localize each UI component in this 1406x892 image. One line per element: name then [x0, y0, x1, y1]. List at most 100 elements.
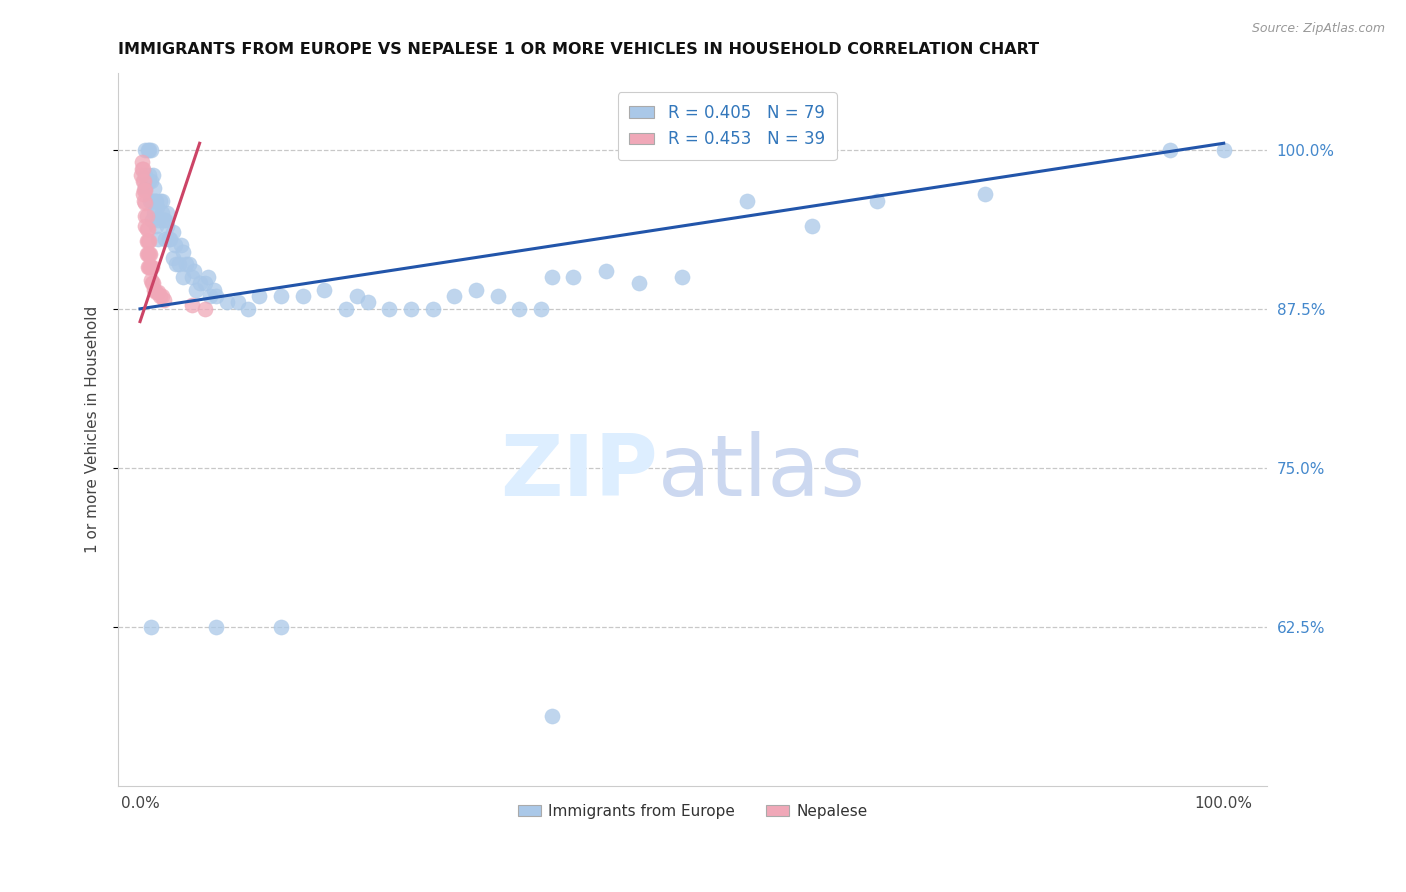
Point	[238, 301, 260, 316]
Text: IMMIGRANTS FROM EUROPE VS NEPALESE 1 OR MORE VEHICLES IN HOUSEHOLD CORRELATION C: IMMIGRANTS FROM EUROPE VS NEPALESE 1 OR …	[118, 42, 1039, 57]
Point	[148, 289, 170, 303]
Point	[132, 174, 155, 188]
Point	[139, 194, 162, 208]
Point	[132, 161, 155, 176]
Y-axis label: 1 or more Vehicles in Household: 1 or more Vehicles in Household	[86, 306, 100, 553]
Point	[181, 270, 204, 285]
Point	[540, 270, 562, 285]
Point	[205, 620, 228, 634]
Point	[291, 289, 314, 303]
Point	[150, 289, 173, 303]
Point	[335, 301, 357, 316]
Point	[1212, 143, 1234, 157]
Point	[508, 301, 530, 316]
Point	[671, 270, 693, 285]
Point	[735, 194, 758, 208]
Point	[131, 155, 153, 169]
Point	[186, 283, 208, 297]
Point	[866, 194, 889, 208]
Point	[172, 270, 194, 285]
Point	[205, 289, 228, 303]
Point	[136, 143, 159, 157]
Point	[139, 143, 162, 157]
Point	[134, 181, 156, 195]
Point	[134, 209, 156, 223]
Point	[138, 235, 160, 249]
Point	[172, 244, 194, 259]
Point	[356, 295, 378, 310]
Point	[136, 221, 159, 235]
Point	[226, 295, 249, 310]
Point	[159, 232, 181, 246]
Point	[134, 183, 156, 197]
Point	[270, 620, 292, 634]
Point	[399, 301, 422, 316]
Point	[162, 251, 184, 265]
Point	[595, 263, 617, 277]
Point	[145, 219, 167, 233]
Point	[142, 194, 165, 208]
Point	[800, 219, 823, 233]
Point	[139, 260, 162, 274]
Point	[378, 301, 401, 316]
Point	[314, 283, 336, 297]
Point	[181, 298, 204, 312]
Point	[146, 200, 169, 214]
Point	[540, 709, 562, 723]
Point	[134, 168, 156, 182]
Point	[153, 293, 176, 307]
Point	[270, 289, 292, 303]
Point	[139, 620, 162, 634]
Point	[486, 289, 509, 303]
Point	[139, 272, 162, 286]
Point	[136, 260, 159, 274]
Point	[167, 257, 190, 271]
Point	[422, 301, 444, 316]
Point	[134, 219, 156, 233]
Point	[1159, 143, 1181, 157]
Point	[143, 194, 166, 208]
Point	[197, 270, 219, 285]
Point	[153, 212, 176, 227]
Point	[136, 247, 159, 261]
Point	[145, 285, 167, 300]
Point	[443, 289, 465, 303]
Point	[177, 257, 200, 271]
Point	[148, 232, 170, 246]
Point	[139, 260, 162, 274]
Point	[202, 283, 225, 297]
Point	[135, 247, 157, 261]
Point	[627, 277, 650, 291]
Point	[194, 301, 217, 316]
Point	[141, 277, 163, 291]
Point	[143, 181, 166, 195]
Point	[135, 209, 157, 223]
Point	[148, 212, 170, 227]
Point	[157, 232, 180, 246]
Point	[465, 283, 488, 297]
Point	[136, 235, 159, 249]
Point	[134, 183, 156, 197]
Point	[162, 226, 184, 240]
Point	[156, 219, 179, 233]
Point	[141, 260, 163, 274]
Point	[346, 289, 368, 303]
Point	[131, 161, 153, 176]
Point	[143, 206, 166, 220]
Text: ZIP: ZIP	[501, 431, 658, 514]
Point	[165, 257, 187, 271]
Text: atlas: atlas	[658, 431, 866, 514]
Legend: Immigrants from Europe, Nepalese: Immigrants from Europe, Nepalese	[512, 798, 873, 825]
Point	[974, 187, 997, 202]
Point	[138, 247, 160, 261]
Point	[170, 238, 193, 252]
Point	[138, 168, 160, 182]
Point	[134, 194, 156, 208]
Point	[188, 277, 211, 291]
Point	[562, 270, 585, 285]
Point	[138, 260, 160, 274]
Point	[174, 257, 197, 271]
Point	[142, 168, 165, 182]
Point	[134, 196, 156, 211]
Point	[138, 174, 160, 188]
